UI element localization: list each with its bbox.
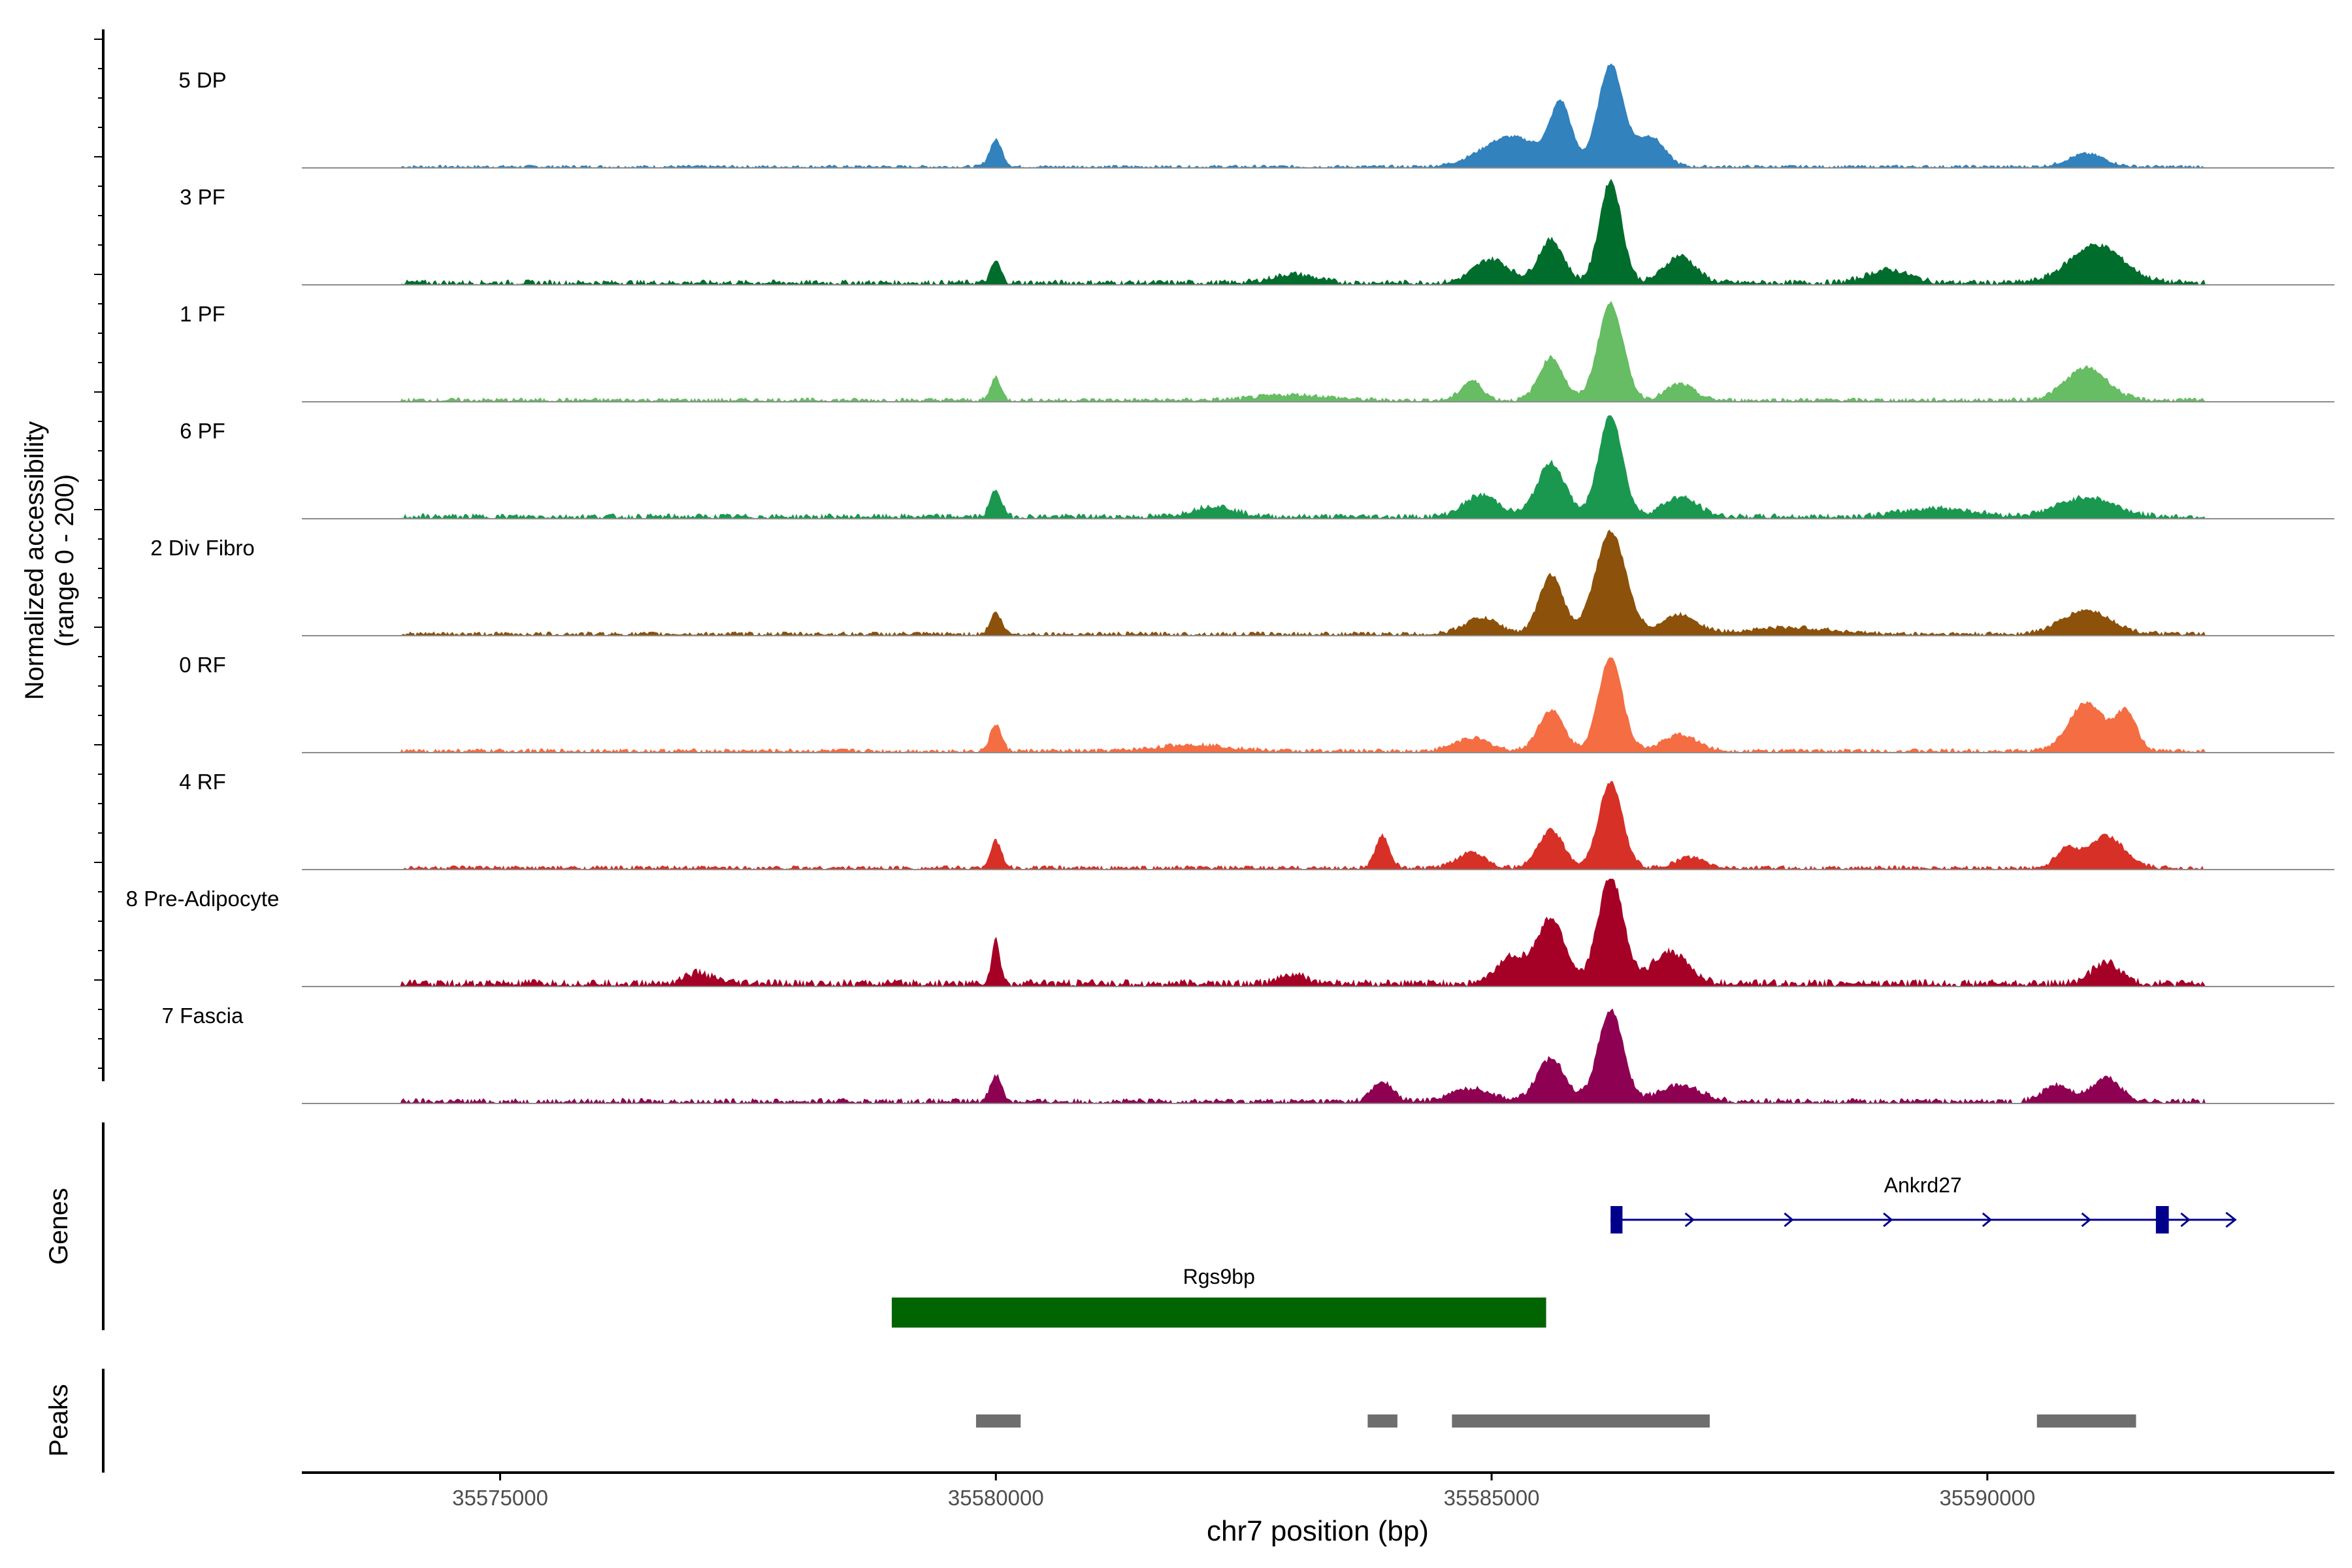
track-label: 8 Pre-Adipocyte [126,887,280,911]
coverage-track: 8 Pre-Adipocyte [126,879,2334,987]
strand-arrow [1684,1212,1695,1228]
track-label: 1 PF [180,302,225,326]
coverage-area [302,63,2334,168]
strand-arrow [1784,1212,1794,1228]
peaks-track: Peaks [44,1369,2136,1473]
coverage-area [302,529,2334,636]
coverage-track: 6 PF [180,415,2334,519]
gene-rgs9bp: Rgs9bp [891,1265,1546,1328]
tracks-layer: 5 DP 3 PF 1 PF 6 PF 2 Div Fibro 0 RF 4 RF 8 Pre… [126,63,2334,1104]
coverage-area [302,1008,2334,1103]
strand-arrow [2225,1211,2237,1228]
coverage-track: 3 PF [180,178,2334,286]
coverage-area [302,178,2334,285]
genes-track-title: Genes [44,1188,73,1265]
strand-arrow [1883,1212,1893,1228]
x-tick-label: 35580000 [948,1486,1044,1510]
exon [1610,1206,1623,1233]
gene-ankrd27: Ankrd27 [1610,1173,2237,1233]
strand-arrow [2180,1212,2191,1228]
peak-region [1367,1414,1397,1428]
coverage-track: 1 PF [180,301,2334,402]
genes-track: Genes Ankrd27 Rgs9bp [44,1122,2237,1330]
peaks-track-title: Peaks [44,1384,73,1456]
y-axis-title: Normalized accessibility (range 0 - 200) [20,421,79,700]
track-label: 6 PF [180,419,225,443]
x-axis: chr7 position (bp) 35575000 35580000 35585… [302,1471,2334,1547]
track-label: 5 DP [178,68,226,92]
x-axis-title: chr7 position (bp) [1207,1515,1429,1547]
y-axis-ticks [94,39,103,1069]
peak-region [1452,1414,1710,1428]
coverage-track: 7 Fascia [162,1004,2334,1104]
gene-name: Rgs9bp [1183,1265,1255,1288]
y-axis-title-line1: Normalized accessibility [20,421,49,700]
coverage-track: 0 RF [179,653,2334,753]
track-label: 4 RF [179,770,226,794]
coverage-area [302,657,2334,753]
y-axis-title-line2: (range 0 - 200) [50,474,79,647]
exon [2155,1206,2169,1233]
track-label: 7 Fascia [162,1004,244,1028]
x-tick-label: 35590000 [1939,1486,2035,1510]
coverage-area [302,879,2334,987]
coverage-track: 5 DP [178,63,2334,169]
gene-body [891,1298,1546,1328]
coverage-area [302,781,2334,870]
track-label: 2 Div Fibro [150,536,255,560]
peak-region [2036,1414,2136,1428]
x-tick-label: 35585000 [1444,1486,1540,1510]
gene-name: Ankrd27 [1884,1173,1962,1197]
coverage-track: 4 RF [179,770,2334,870]
x-tick-label: 35575000 [452,1486,548,1510]
coverage-track: 2 Div Fibro [150,529,2334,636]
coverage-area [302,301,2334,402]
track-label: 3 PF [180,185,225,209]
track-label: 0 RF [179,653,226,677]
peak-region [975,1414,1021,1428]
coverage-area [302,415,2334,519]
strand-arrow [1982,1212,1993,1228]
strand-arrow [2081,1212,2091,1228]
